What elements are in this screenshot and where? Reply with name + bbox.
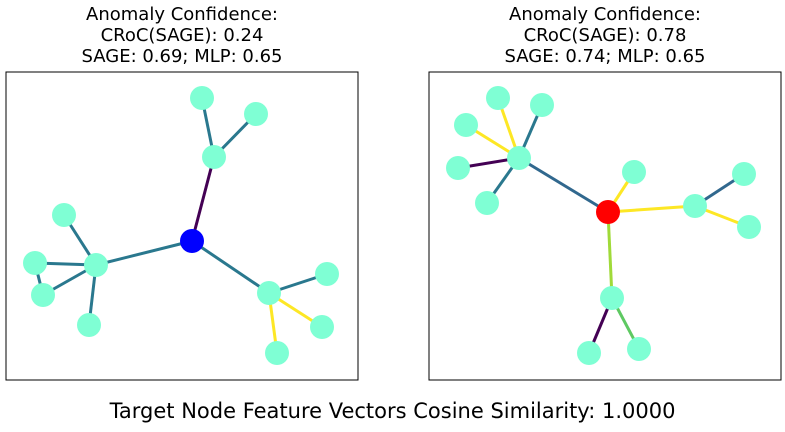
panel-1-neighbor-node <box>244 102 268 126</box>
similarity-caption: Target Node Feature Vectors Cosine Simil… <box>109 399 676 423</box>
panel-2-title-line-1: Anomaly Confidence: <box>509 4 701 25</box>
panel-2-neighbor-node <box>530 93 554 117</box>
panel-1-frame <box>5 71 359 381</box>
panel-2-title-line-3: SAGE: 0.74; MLP: 0.65 <box>504 46 706 67</box>
panel-1-title: Anomaly Confidence: CRoC(SAGE): 0.24 SAG… <box>6 4 358 67</box>
panel-2-edge <box>606 211 614 299</box>
panel-2-neighbor-node <box>446 156 470 180</box>
panel-1-neighbor-node <box>310 315 334 339</box>
panel-1-neighbor-node <box>265 341 289 365</box>
panel-1-edge <box>190 156 216 242</box>
panel-1-graph <box>5 71 359 381</box>
panel-1-neighbor-node <box>77 313 101 337</box>
panel-1-neighbor-node <box>84 253 108 277</box>
panel-2-neighbor-node <box>577 341 601 365</box>
panel-1-edge <box>95 239 193 267</box>
panel-1-neighbor-node <box>52 203 76 227</box>
panel-2-title-line-2: CRoC(SAGE): 0.78 <box>523 25 687 46</box>
panel-2-neighbor-node <box>600 286 624 310</box>
panel-2-edge <box>607 204 696 214</box>
panel-2-neighbor-node <box>622 160 646 184</box>
panel-1-edge <box>191 239 270 295</box>
panel-2-neighbor-node <box>732 162 756 186</box>
panel-1-target-node <box>180 229 204 253</box>
panel-2-title: Anomaly Confidence: CRoC(SAGE): 0.78 SAG… <box>429 4 781 67</box>
panel-2-neighbor-node <box>683 194 707 218</box>
panel-2-neighbor-node <box>507 146 531 170</box>
panel-1-neighbor-node <box>190 86 214 110</box>
panel-2-neighbor-node <box>475 191 499 215</box>
panel-2-graph <box>428 71 782 381</box>
panel-1-title-line-3: SAGE: 0.69; MLP: 0.65 <box>81 46 283 67</box>
panel-1-neighbor-node <box>202 145 226 169</box>
panel-1-neighbor-node <box>23 251 47 275</box>
panel-1-neighbor-node <box>257 281 281 305</box>
panel-2-edge <box>518 156 609 214</box>
panel-1-title-line-2: CRoC(SAGE): 0.24 <box>100 25 264 46</box>
panel-2-neighbor-node <box>627 337 651 361</box>
panel-2-neighbor-node <box>454 113 478 137</box>
panel-2-neighbor-node <box>486 86 510 110</box>
panel-1-title-line-1: Anomaly Confidence: <box>86 4 278 25</box>
panel-2-neighbor-node <box>737 215 761 239</box>
panel-1-neighbor-node <box>315 262 339 286</box>
panel-2-frame <box>428 71 782 381</box>
panel-2-target-node <box>596 200 620 224</box>
panel-1-neighbor-node <box>31 283 55 307</box>
